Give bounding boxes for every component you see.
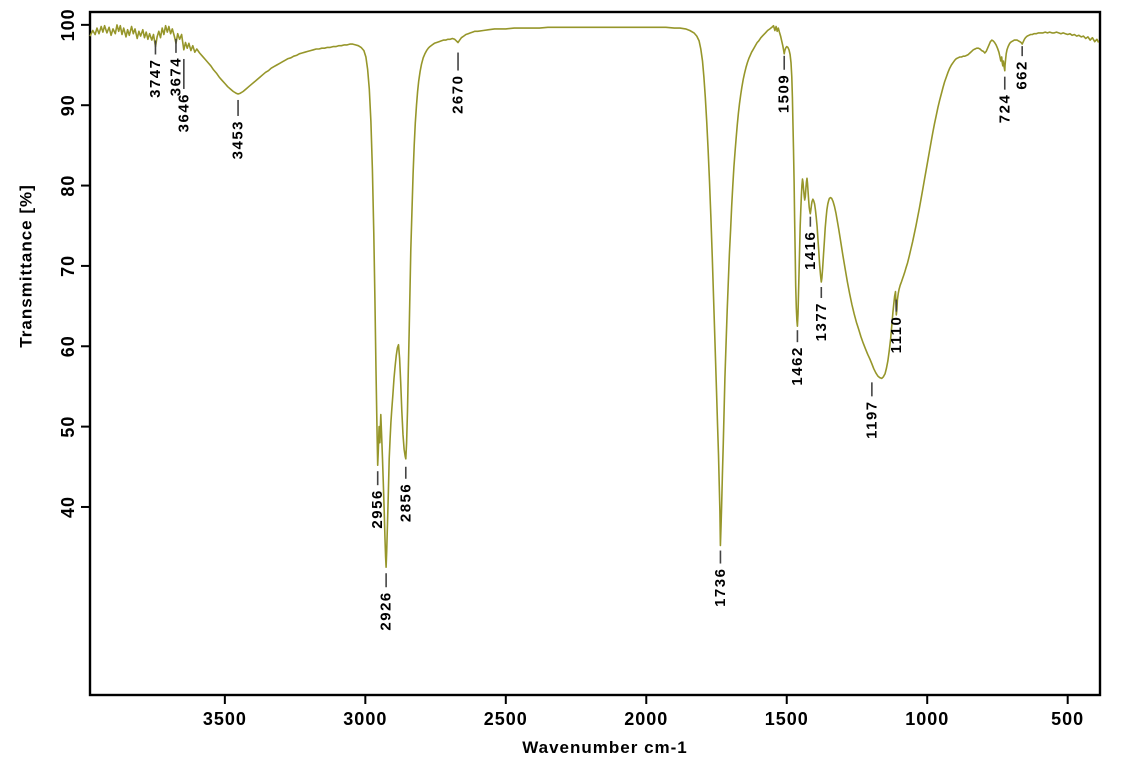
y-tick-label: 50 — [58, 416, 78, 438]
peak-label: 3646 — [175, 93, 192, 132]
peak-label: 3674 — [167, 57, 184, 96]
y-tick-label: 90 — [58, 94, 78, 116]
x-tick-label: 1500 — [765, 709, 809, 729]
peak-label: 1509 — [776, 74, 793, 113]
y-tick-label: 80 — [58, 175, 78, 197]
peak-label: 3747 — [147, 58, 164, 97]
peak-label: 1377 — [813, 302, 830, 341]
peak-label: 1110 — [888, 316, 905, 354]
peak-label: 1736 — [712, 568, 729, 607]
peak-label: 1416 — [802, 231, 819, 270]
peak-label: 2926 — [378, 591, 395, 630]
x-tick-label: 3500 — [203, 709, 247, 729]
peak-label: 1462 — [789, 346, 806, 385]
peak-label: 1197 — [863, 400, 880, 439]
x-tick-label: 2500 — [484, 709, 528, 729]
x-tick-label: 500 — [1051, 709, 1084, 729]
peak-label: 2670 — [450, 75, 467, 114]
y-tick-label: 70 — [58, 255, 78, 277]
peak-label: 2956 — [369, 489, 386, 528]
x-axis-title: Wavenumber cm-1 — [522, 738, 688, 757]
peak-label: 724 — [996, 94, 1013, 124]
x-tick-label: 2000 — [624, 709, 668, 729]
spectrum-polyline — [89, 24, 1100, 569]
x-tick-label: 1000 — [905, 709, 949, 729]
peak-label: 2856 — [397, 483, 414, 522]
peak-label: 3453 — [230, 120, 247, 159]
y-tick-label: 60 — [58, 335, 78, 357]
y-axis-title: Transmittance [%] — [17, 184, 36, 347]
plot-frame — [88, 10, 1102, 697]
y-tick-label: 100 — [58, 8, 78, 41]
x-tick-label: 3000 — [343, 709, 387, 729]
y-tick-label: 40 — [58, 496, 78, 518]
peak-label: 662 — [1014, 60, 1031, 90]
